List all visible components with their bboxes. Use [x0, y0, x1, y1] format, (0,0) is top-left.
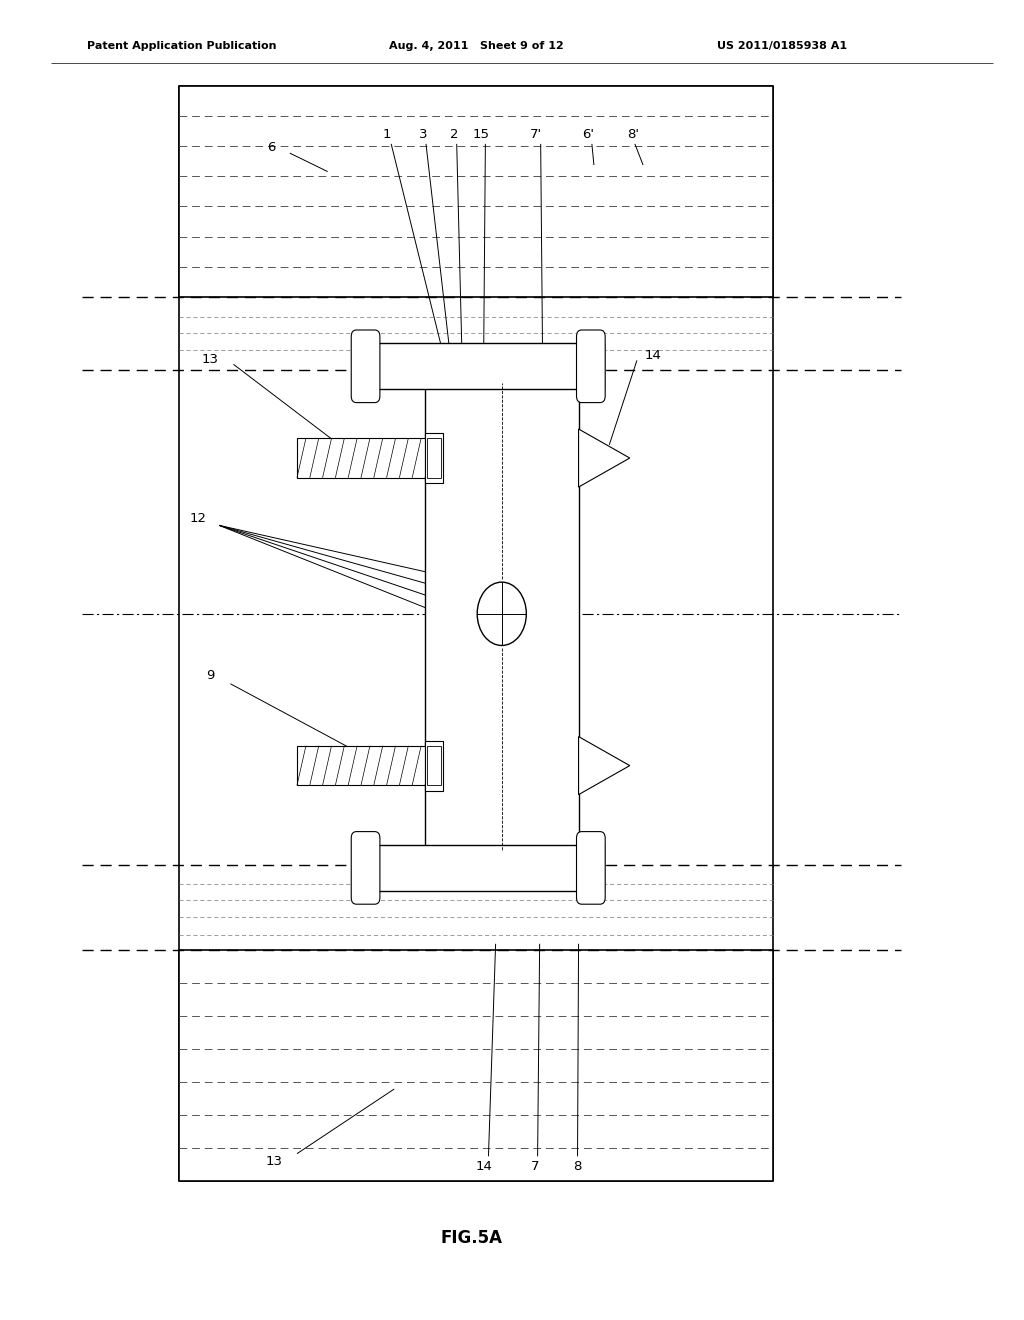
- Bar: [297, 438, 425, 478]
- Bar: [425, 741, 443, 791]
- Text: US 2011/0185938 A1: US 2011/0185938 A1: [717, 41, 847, 51]
- Text: 13: 13: [266, 1155, 283, 1168]
- Text: 9: 9: [206, 669, 214, 682]
- Text: 1: 1: [383, 128, 391, 141]
- Text: 7': 7': [529, 128, 542, 141]
- Text: Aug. 4, 2011   Sheet 9 of 12: Aug. 4, 2011 Sheet 9 of 12: [389, 41, 564, 51]
- Text: 8: 8: [573, 1160, 582, 1173]
- FancyBboxPatch shape: [577, 330, 605, 403]
- Circle shape: [477, 582, 526, 645]
- Text: 13: 13: [202, 352, 218, 366]
- Polygon shape: [579, 737, 630, 795]
- Bar: [179, 950, 773, 1181]
- Bar: [358, 343, 604, 389]
- Text: 8': 8': [627, 128, 639, 141]
- Bar: [425, 433, 443, 483]
- Text: 2: 2: [451, 128, 459, 141]
- Bar: [427, 746, 441, 785]
- Text: FIG.5A: FIG.5A: [440, 1229, 502, 1247]
- Bar: [425, 370, 579, 865]
- FancyBboxPatch shape: [351, 832, 380, 904]
- Text: 3: 3: [419, 128, 427, 141]
- Text: 6': 6': [582, 128, 594, 141]
- Text: 14: 14: [476, 1160, 493, 1173]
- FancyBboxPatch shape: [577, 832, 605, 904]
- Polygon shape: [579, 429, 630, 487]
- Bar: [427, 438, 441, 478]
- Bar: [358, 845, 604, 891]
- Text: 6: 6: [267, 141, 275, 154]
- Bar: [179, 86, 773, 297]
- Text: 7: 7: [531, 1160, 540, 1173]
- Bar: [297, 746, 425, 785]
- Text: 15: 15: [473, 128, 489, 141]
- FancyBboxPatch shape: [351, 330, 380, 403]
- Text: Patent Application Publication: Patent Application Publication: [87, 41, 276, 51]
- Text: 12: 12: [189, 512, 206, 525]
- Text: 14: 14: [645, 348, 662, 362]
